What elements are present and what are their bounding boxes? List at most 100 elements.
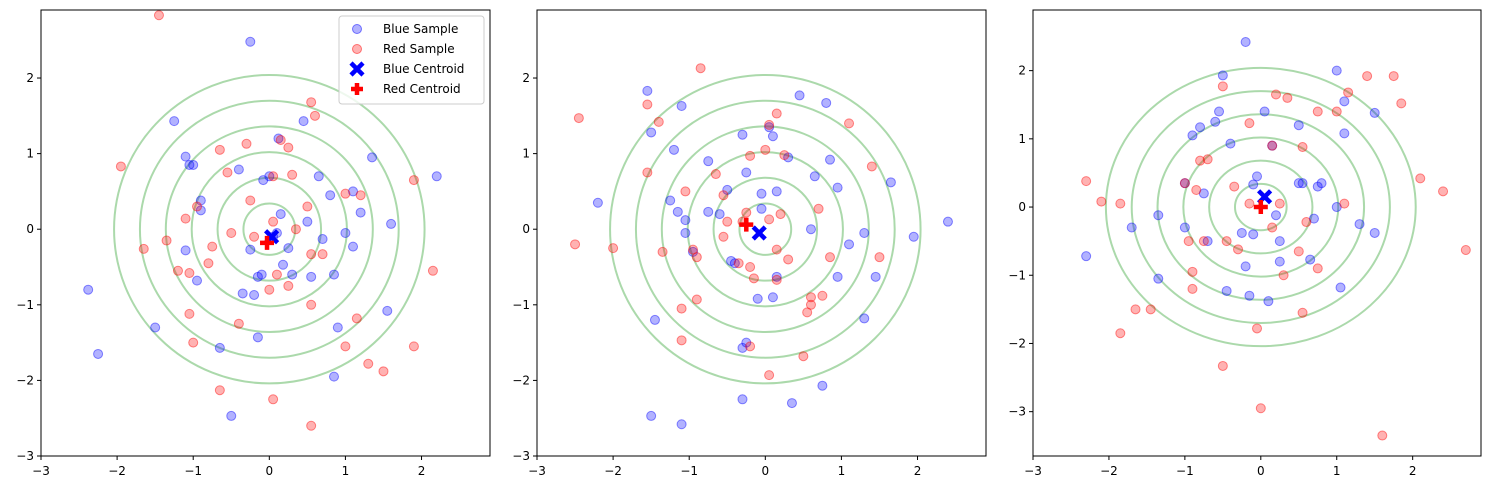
- red-sample-point: [741, 207, 752, 218]
- red-sample-point: [691, 294, 702, 305]
- blue-sample-point: [737, 342, 748, 353]
- blue-sample-point: [192, 275, 203, 286]
- contour-ring: [138, 99, 400, 359]
- red-sample-point: [1217, 360, 1228, 371]
- red-sample-point: [1096, 196, 1107, 207]
- y-tick-label: 1: [522, 147, 530, 161]
- contour-ring: [634, 99, 896, 359]
- blue-sample-point: [752, 293, 763, 304]
- red-sample-point: [1229, 181, 1240, 192]
- blue-sample-point: [665, 195, 676, 206]
- red-sample-point: [1343, 87, 1354, 98]
- y-tick-label: −1: [1008, 268, 1026, 282]
- y-tick-label: 0: [522, 222, 530, 236]
- blue-sample-point: [348, 186, 359, 197]
- blue-sample-point: [859, 313, 870, 324]
- blue-sample-point: [729, 258, 740, 269]
- blue-sample-point: [1354, 219, 1365, 230]
- blue-sample-point: [1221, 285, 1232, 296]
- blue-sample-point: [386, 218, 397, 229]
- blue-sample-point: [1153, 210, 1164, 221]
- red-sample-point: [802, 307, 813, 318]
- red-sample-point: [722, 216, 733, 227]
- red-sample-point: [1267, 222, 1278, 233]
- red-sample-point: [710, 169, 721, 180]
- blue-sample-point: [1236, 227, 1247, 238]
- contour-ring: [1182, 136, 1340, 278]
- blue-sample-point: [1308, 213, 1319, 224]
- blue-sample-point: [794, 90, 805, 101]
- blue-sample-point: [680, 227, 691, 238]
- red-sample-point: [653, 116, 664, 127]
- red-sample-point: [844, 118, 855, 129]
- blue-sample-point: [942, 216, 953, 227]
- red-sample-point: [340, 341, 351, 352]
- blue-sample-point: [1293, 120, 1304, 131]
- blue-sample-point: [1267, 140, 1278, 151]
- blue-sample-point: [908, 231, 919, 242]
- contour-ring: [113, 73, 426, 385]
- red-sample-point: [764, 370, 775, 381]
- red-sample-point: [1130, 304, 1141, 315]
- red-sample-point: [1396, 98, 1407, 109]
- red-sample-point: [287, 169, 298, 180]
- blue-sample-point: [1195, 122, 1206, 133]
- red-sample-point: [718, 231, 729, 242]
- y-tick-label: 1: [1018, 132, 1026, 146]
- red-sample-point: [760, 144, 771, 155]
- red-sample-point: [226, 227, 237, 238]
- blue-sample-point: [825, 154, 836, 165]
- blue-sample-point: [646, 410, 657, 421]
- red-sample-point: [233, 318, 244, 329]
- red-sample-point: [1297, 142, 1308, 153]
- blue-sample-point: [703, 206, 714, 217]
- red-sample-point: [180, 213, 191, 224]
- red-sample-point: [718, 190, 729, 201]
- y-tick-label: 0: [1018, 200, 1026, 214]
- blue-sample-point: [1305, 254, 1316, 265]
- x-tick-label: −2: [1100, 464, 1118, 478]
- x-tick-label: −1: [680, 464, 698, 478]
- contour-ring: [190, 151, 348, 308]
- x-tick-label: 1: [1333, 464, 1341, 478]
- blue-sample-point: [332, 322, 343, 333]
- contour-ring: [1208, 159, 1314, 255]
- blue-sample-point: [680, 215, 691, 226]
- blue-sample-point: [1312, 181, 1323, 192]
- red-sample-point: [676, 303, 687, 314]
- blue-sample-point: [817, 380, 828, 391]
- legend: Blue Sample Red Sample Blue Centroid Red…: [338, 15, 485, 105]
- blue-sample-point: [737, 394, 748, 405]
- blue-sample-point: [676, 419, 687, 430]
- blue-sample-point: [764, 122, 775, 133]
- blue-sample-point: [767, 292, 778, 303]
- blue-sample-point: [252, 332, 263, 343]
- blue-sample-point: [169, 116, 180, 127]
- red-sample-point: [340, 188, 351, 199]
- red-sample-point: [161, 235, 172, 246]
- red-sample-point: [1362, 71, 1373, 82]
- contour-ring: [738, 202, 793, 256]
- red-sample-point: [764, 119, 775, 130]
- red-sample-point: [1278, 270, 1289, 281]
- blue-sample-point: [1153, 273, 1164, 284]
- blue-sample-point: [809, 171, 820, 182]
- blue-sample-point: [195, 205, 206, 216]
- red-sample-point: [676, 335, 687, 346]
- blue-sample-point: [688, 246, 699, 257]
- blue-sample-point: [1126, 222, 1137, 233]
- blue-sample-point: [771, 186, 782, 197]
- red-sample-point: [184, 268, 195, 279]
- blue-sample-point: [1297, 178, 1308, 189]
- red-sample-point: [1438, 186, 1449, 197]
- red-sample-point: [172, 265, 183, 276]
- red-sample-point: [1221, 236, 1232, 247]
- blue-sample-point: [1369, 227, 1380, 238]
- blue-sample-point: [83, 284, 94, 295]
- blue-sample-point: [188, 159, 199, 170]
- contour-ring: [164, 125, 374, 334]
- red-sample-point: [771, 244, 782, 255]
- blue-sample-point: [1331, 65, 1342, 76]
- blue-sample-point: [676, 100, 687, 111]
- blue-sample-point: [668, 144, 679, 155]
